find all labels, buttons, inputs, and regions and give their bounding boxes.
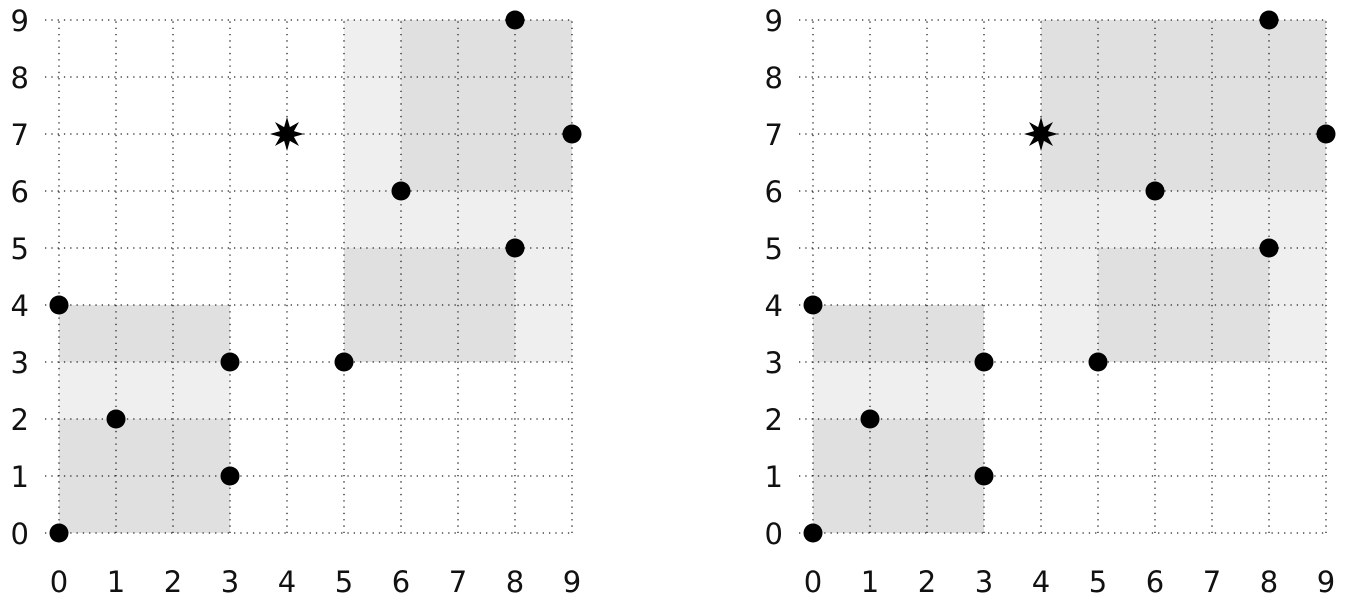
point-marker [49, 523, 69, 543]
point-marker [803, 523, 823, 543]
y-tick-label: 8 [11, 61, 29, 95]
point-marker [505, 238, 525, 258]
point-marker [334, 352, 354, 372]
point-marker [220, 352, 240, 372]
y-tick-label: 9 [11, 4, 29, 38]
y-tick-label: 2 [765, 403, 783, 437]
x-tick-label: 0 [804, 565, 822, 599]
star-marker [270, 117, 304, 151]
point-marker [1259, 10, 1279, 30]
dark-shaded-rect-0 [813, 419, 984, 533]
dark-shaded-rect-1 [813, 305, 984, 362]
point-marker [1259, 238, 1279, 258]
x-tick-label: 4 [278, 565, 296, 599]
x-tick-label: 5 [1089, 565, 1107, 599]
y-tick-label: 5 [11, 232, 29, 266]
point-marker [860, 409, 880, 429]
point-marker [49, 295, 69, 315]
y-tick-label: 0 [765, 517, 783, 551]
right-panel: 0 1 2 3 4 5 6 7 8 9 0 1 2 3 4 5 6 7 8 9 [765, 4, 1336, 599]
point-marker [803, 295, 823, 315]
point-marker [1088, 352, 1108, 372]
y-tick-label: 6 [11, 175, 29, 209]
point-marker [505, 10, 525, 30]
x-tick-label: 4 [1032, 565, 1050, 599]
y-tick-label: 3 [765, 346, 783, 380]
point-marker [220, 466, 240, 486]
x-tick-label: 1 [861, 565, 879, 599]
x-tick-label: 9 [563, 565, 581, 599]
x-tick-label: 1 [107, 565, 125, 599]
x-tick-label: 2 [164, 565, 182, 599]
y-tick-label: 9 [765, 4, 783, 38]
dark-shaded-rect-0 [59, 419, 230, 533]
y-tick-label: 3 [11, 346, 29, 380]
x-tick-label: 7 [1203, 565, 1221, 599]
x-tick-label: 9 [1317, 565, 1335, 599]
y-tick-label: 4 [11, 289, 29, 323]
x-tick-label: 6 [392, 565, 410, 599]
x-tick-label: 6 [1146, 565, 1164, 599]
left-panel: 0 1 2 3 4 5 6 7 8 9 0 1 2 3 4 5 6 7 8 9 [11, 4, 582, 599]
dark-shaded-rect-3 [1041, 20, 1326, 191]
dark-shaded-rect-3 [401, 20, 572, 191]
star-marker [1024, 117, 1058, 151]
y-tick-label: 8 [765, 61, 783, 95]
x-tick-label: 5 [335, 565, 353, 599]
y-tick-label: 7 [765, 118, 783, 152]
x-tick-label: 0 [50, 565, 68, 599]
y-tick-label: 7 [11, 118, 29, 152]
dark-shaded-rect-1 [59, 305, 230, 362]
y-tick-label: 5 [765, 232, 783, 266]
y-tick-label: 1 [765, 460, 783, 494]
x-tick-label: 8 [1260, 565, 1278, 599]
point-marker [974, 466, 994, 486]
x-tick-label: 3 [221, 565, 239, 599]
x-tick-label: 2 [918, 565, 936, 599]
point-marker [391, 181, 411, 201]
y-tick-label: 0 [11, 517, 29, 551]
point-marker [1316, 124, 1336, 144]
point-marker [562, 124, 582, 144]
point-marker [106, 409, 126, 429]
x-tick-label: 3 [975, 565, 993, 599]
y-tick-label: 1 [11, 460, 29, 494]
point-marker [1145, 181, 1165, 201]
y-tick-label: 2 [11, 403, 29, 437]
x-tick-label: 8 [506, 565, 524, 599]
point-marker [974, 352, 994, 372]
x-tick-label: 7 [449, 565, 467, 599]
y-tick-label: 6 [765, 175, 783, 209]
y-tick-label: 4 [765, 289, 783, 323]
